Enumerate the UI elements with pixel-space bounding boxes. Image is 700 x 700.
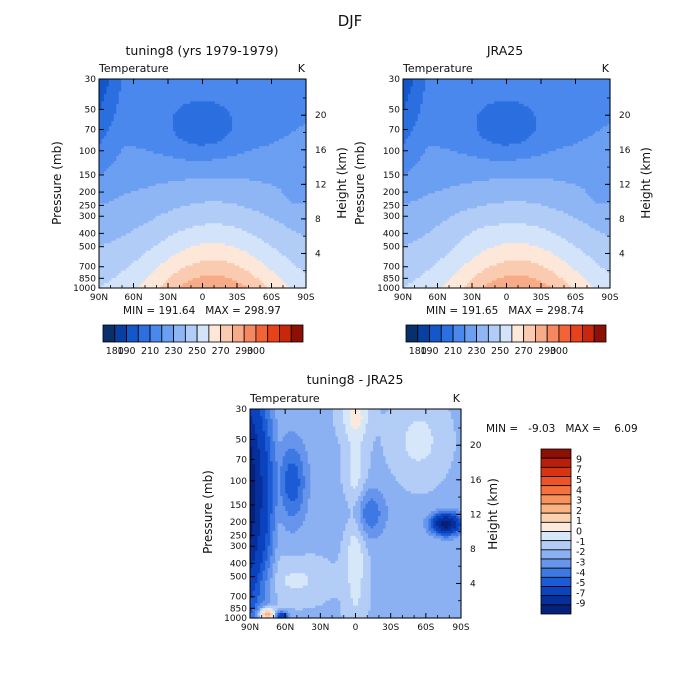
contour-plot — [99, 79, 307, 289]
figure-title: DJF — [338, 12, 363, 30]
panel-model: tuning8 (yrs 1979-1979) Temperature K 90… — [50, 43, 349, 357]
panel-title: tuning8 (yrs 1979-1979) — [126, 43, 279, 58]
variable-label: Temperature — [98, 62, 169, 75]
units-label: K — [298, 62, 306, 75]
